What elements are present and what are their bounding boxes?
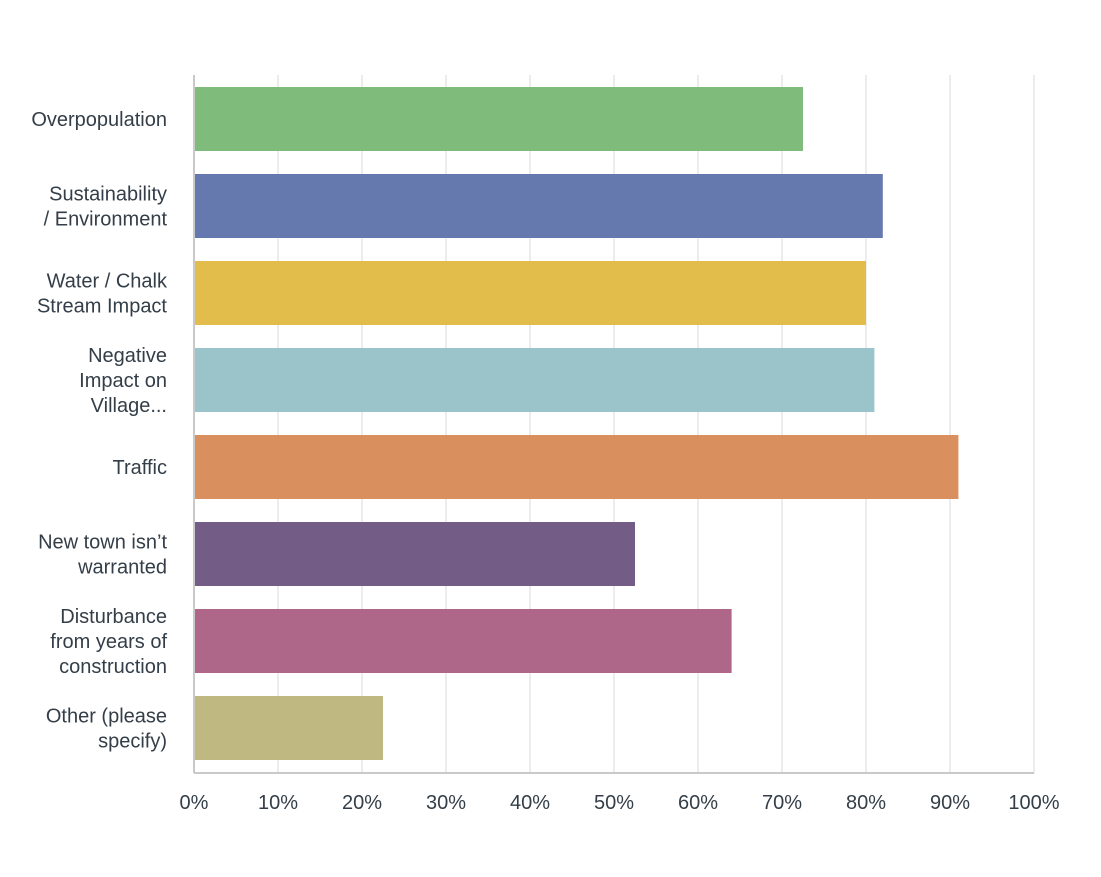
- category-label-line: Village...: [91, 395, 167, 417]
- category-label-line: New town isn’t: [38, 532, 167, 554]
- category-label: Water / Chalk Stream Impact: [37, 271, 168, 318]
- x-tick-label: 60%: [678, 792, 718, 814]
- category-label-line: Overpopulation: [31, 109, 167, 131]
- category-label: Sustainability / Environment: [44, 184, 168, 231]
- x-tick-label: 40%: [510, 792, 550, 814]
- bar: [194, 348, 875, 412]
- category-label: Disturbance from years of construction: [50, 606, 167, 678]
- x-tick-label: 30%: [426, 792, 466, 814]
- category-label-line: Stream Impact: [37, 296, 167, 318]
- x-tick-label: 90%: [930, 792, 970, 814]
- bar: [194, 87, 803, 151]
- axes: [193, 75, 1034, 774]
- bar: [194, 609, 732, 673]
- bar: [194, 522, 635, 586]
- bar: [194, 435, 959, 499]
- category-label-line: Water / Chalk: [47, 271, 168, 293]
- x-tick-label: 50%: [594, 792, 634, 814]
- x-tick-label: 70%: [762, 792, 802, 814]
- category-label: Traffic: [113, 457, 167, 479]
- category-label-line: warranted: [77, 557, 167, 579]
- category-label-line: Impact on: [79, 370, 167, 392]
- x-tick-label: 80%: [846, 792, 886, 814]
- category-label-line: Negative: [88, 345, 167, 367]
- category-label: Overpopulation: [31, 109, 167, 131]
- category-label-line: Disturbance: [60, 606, 167, 628]
- x-tick-label: 10%: [258, 792, 298, 814]
- x-tick-label: 100%: [1008, 792, 1059, 814]
- bar: [194, 696, 383, 760]
- category-label: New town isn’t warranted: [38, 532, 167, 579]
- bars: [194, 87, 959, 760]
- category-label-line: Sustainability: [49, 184, 167, 206]
- category-label-line: / Environment: [44, 209, 168, 231]
- category-label: Other (please specify): [46, 706, 167, 753]
- category-label: Negative Impact on Village...: [79, 345, 167, 417]
- bar: [194, 261, 866, 325]
- category-label-line: Traffic: [113, 457, 167, 479]
- category-label-line: specify): [98, 731, 167, 753]
- x-tick-label: 0%: [180, 792, 209, 814]
- category-labels: Overpopulation Sustainability / Environmen…: [31, 109, 168, 753]
- category-label-line: Other (please: [46, 706, 167, 728]
- x-tick-labels: 0% 10% 20% 30% 40% 50% 60% 70% 80% 90% 100%: [180, 792, 1060, 814]
- category-label-line: construction: [59, 656, 167, 678]
- bar: [194, 174, 883, 238]
- category-label-line: from years of: [50, 631, 167, 653]
- x-tick-label: 20%: [342, 792, 382, 814]
